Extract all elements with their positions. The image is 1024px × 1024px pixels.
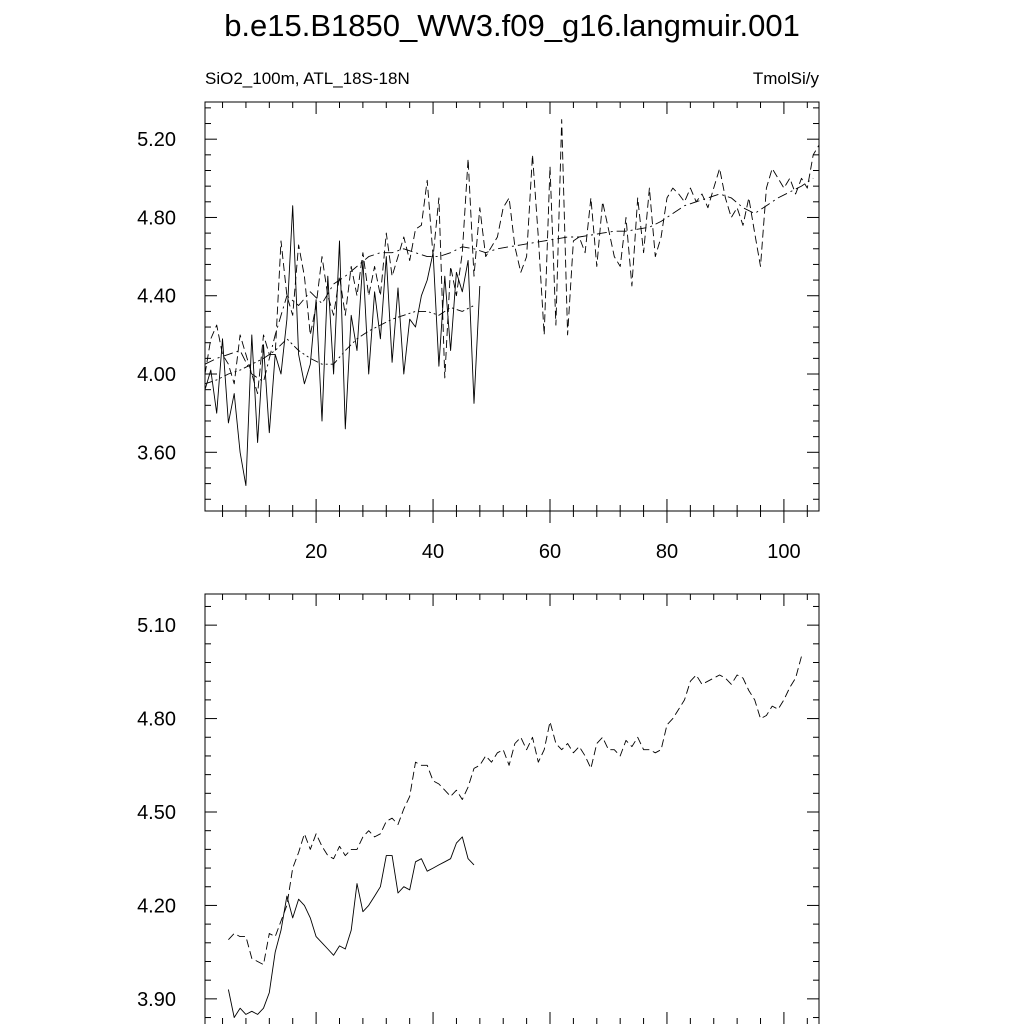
- series-line-dashed: [204, 119, 820, 395]
- x-tick-label: 100: [767, 541, 800, 563]
- y-tick-label: 4.20: [137, 895, 176, 917]
- top-panel: 3.60 4.00 4.40 4.80 5.20 20 40 60 80 100: [137, 101, 820, 563]
- plot-frame: [204, 101, 820, 512]
- y-tick-label: 4.50: [137, 802, 176, 824]
- series-line-dash-dot-dot: [204, 305, 475, 385]
- figure-title: b.e15.B1850_WW3.f09_g16.langmuir.001: [224, 8, 800, 43]
- x-tick-label: 20: [305, 541, 327, 563]
- x-tick-label: 40: [422, 541, 444, 563]
- subtitle-right: TmolSi/y: [753, 69, 820, 88]
- y-tick-label: 3.90: [137, 989, 176, 1011]
- y-tick-label: 4.80: [137, 207, 176, 229]
- series-line-dash-dot: [204, 177, 814, 383]
- bottom-panel: 3.90 4.20 4.50 4.80 5.10: [137, 593, 820, 1024]
- y-tick-label: 5.20: [137, 129, 176, 151]
- y-tick-label: 4.40: [137, 286, 176, 308]
- subtitle-left: SiO2_100m, ATL_18S-18N: [205, 69, 410, 88]
- x-tick-label: 60: [539, 541, 561, 563]
- y-tick-label: 3.60: [137, 442, 176, 464]
- y-tick-label: 5.10: [137, 615, 176, 637]
- y-tick-label: 4.80: [137, 709, 176, 731]
- y-tick-label: 4.00: [137, 364, 176, 386]
- plot-frame: [204, 593, 820, 1024]
- x-tick-label: 80: [656, 541, 678, 563]
- series-line-solid: [204, 205, 481, 487]
- series-line-dashed: [228, 656, 802, 966]
- series-line-solid: [227, 836, 475, 1018]
